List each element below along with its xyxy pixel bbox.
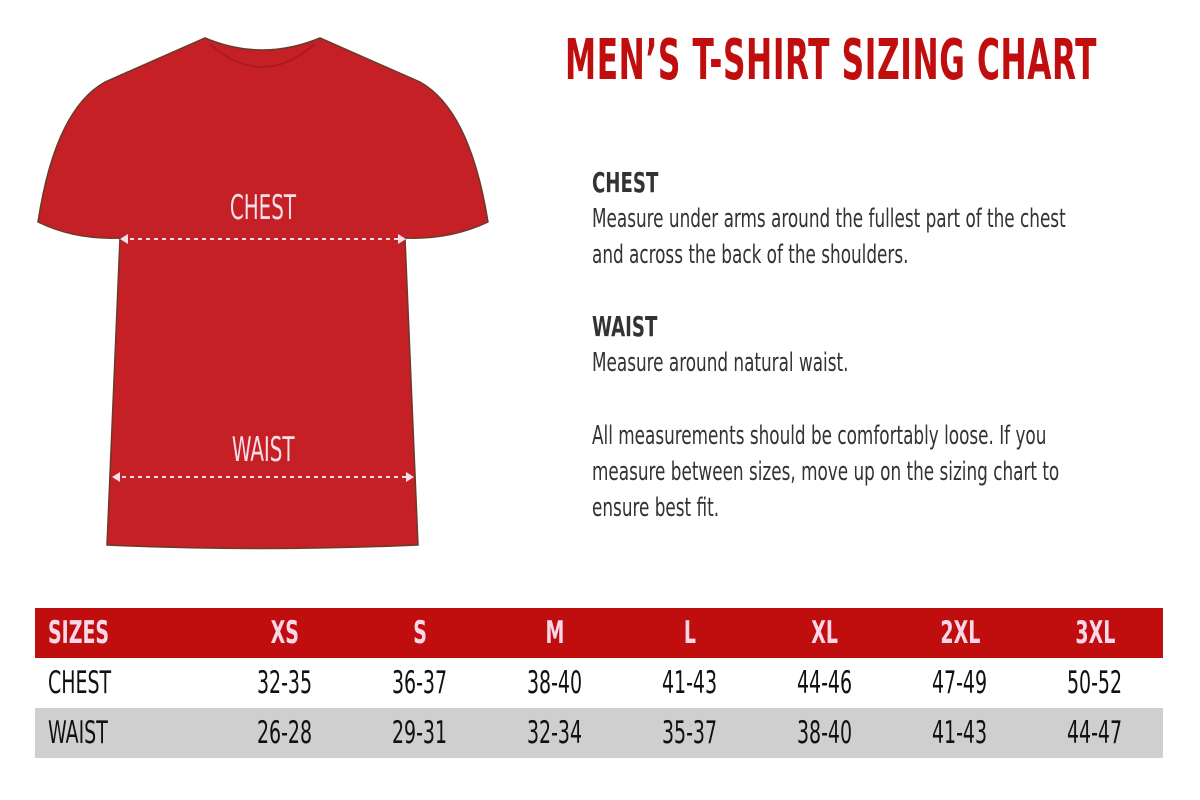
waist-heading: WAIST: [592, 310, 658, 343]
table-cell: CHEST: [48, 665, 112, 701]
size-table: SIZES XS S M L XL 2XL 3XL CHEST 32-35 36-37 38-40 4…: [35, 608, 1163, 758]
fit-note: All measurements should be comfortably l…: [592, 421, 1060, 523]
table-header-row: SIZES XS S M L XL 2XL 3XL: [35, 608, 1163, 658]
header-cell: SIZES: [48, 615, 110, 651]
table-cell: 50-52: [1067, 665, 1123, 701]
table-cell: 32-35: [257, 665, 313, 701]
table-cell: 44-47: [1067, 715, 1123, 751]
shirt-waist-label: WAIST: [231, 430, 295, 470]
header-cell: S: [413, 615, 427, 651]
header-cell: XS: [270, 615, 300, 651]
table-cell: 41-43: [662, 665, 718, 701]
table-cell: 35-37: [662, 715, 718, 751]
table-cell: 41-43: [932, 715, 988, 751]
header-cell: XL: [811, 615, 839, 651]
table-row-chest: CHEST 32-35 36-37 38-40 41-43 44-46 47-49 50-52: [35, 658, 1163, 708]
table-cell: WAIST: [48, 715, 108, 751]
header-cell: L: [683, 615, 697, 651]
table-row-waist: WAIST 26-28 29-31 32-34 35-37 38-40 41-43 44-47: [35, 708, 1163, 758]
table-cell: 38-40: [527, 665, 583, 701]
table-cell: 36-37: [392, 665, 448, 701]
table-cell: 29-31: [392, 715, 448, 751]
chest-description: Measure under arms around the fullest pa…: [592, 204, 1066, 270]
tshirt-illustration: [37, 37, 489, 550]
table-cell: 44-46: [797, 665, 853, 701]
chest-heading: CHEST: [592, 166, 659, 199]
table-cell: 47-49: [932, 665, 988, 701]
table-cell: 32-34: [527, 715, 583, 751]
collar: [209, 43, 316, 68]
header-cell: 2XL: [940, 615, 980, 651]
table-cell: 26-28: [257, 715, 313, 751]
header-cell: 3XL: [1075, 615, 1115, 651]
table-cell: 38-40: [797, 715, 853, 751]
header-cell: M: [545, 615, 565, 651]
page-title: MEN’S T-SHIRT SIZING CHART: [565, 28, 1098, 93]
tshirt-body: [37, 37, 489, 550]
shirt-chest-label: CHEST: [229, 188, 297, 228]
waist-description: Measure around natural waist.: [592, 348, 849, 378]
